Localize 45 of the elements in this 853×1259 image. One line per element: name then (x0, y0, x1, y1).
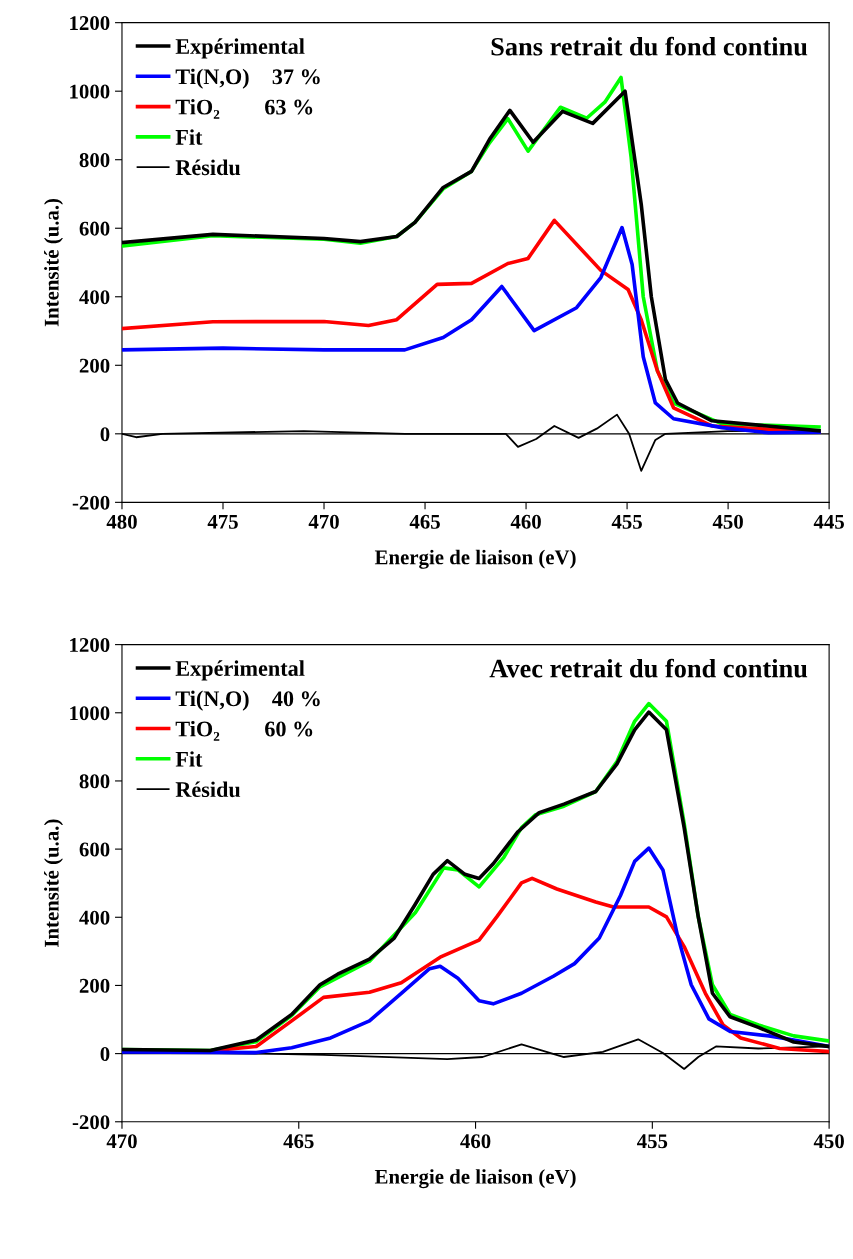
legend-label: TiO₂ 60 % (175, 720, 313, 741)
x-tick-label: 460 (510, 514, 541, 529)
legend-label: Ti(N,O) 37 % (175, 68, 320, 89)
chart-title: Sans retrait du fond continu (491, 36, 808, 56)
y-tick-label: 1000 (70, 706, 110, 721)
y-tick-label: 800 (79, 774, 110, 789)
legend-label: Ti(N,O) 40 % (175, 690, 320, 711)
y-tick-label: -200 (72, 1115, 110, 1130)
y-tick-label: 200 (79, 978, 110, 993)
legend-label: Fit (175, 751, 203, 767)
x-tick-label: 465 (283, 1134, 314, 1149)
x-tick-label: 445 (813, 514, 844, 529)
x-axis-title: Energie de liaison (eV) (374, 549, 576, 569)
x-tick-label: 460 (460, 1134, 491, 1149)
legend-label: Expérimental (175, 660, 305, 681)
x-tick-label: 450 (712, 514, 743, 529)
x-tick-label: 450 (813, 1134, 844, 1149)
legend-label: Fit (175, 129, 203, 145)
y-tick-label: 600 (79, 221, 110, 236)
y-tick-label: 600 (79, 842, 110, 857)
x-tick-label: 480 (106, 514, 137, 529)
y-tick-label: 800 (79, 153, 110, 168)
x-tick-label: 455 (636, 1134, 668, 1149)
legend-label: Expérimental (175, 38, 305, 59)
x-tick-label: 465 (409, 514, 440, 529)
y-tick-label: 200 (79, 358, 110, 373)
y-tick-label: -200 (72, 495, 110, 510)
y-tick-label: 0 (100, 427, 110, 442)
y-tick-label: 1200 (70, 637, 110, 653)
x-tick-label: 470 (308, 514, 339, 529)
x-tick-label: 455 (611, 514, 642, 529)
y-tick-label: 400 (79, 910, 110, 925)
x-axis-title: Energie de liaison (eV) (374, 1169, 576, 1189)
legend-label: Résidu (175, 781, 241, 798)
legend-label: Résidu (175, 159, 241, 176)
y-tick-label: 400 (79, 290, 110, 305)
x-tick-label: 470 (106, 1134, 137, 1149)
y-axis-title: Intensité (u.a.) (44, 198, 63, 327)
y-tick-label: 1000 (70, 84, 110, 99)
legend-label: TiO₂ 63 % (175, 98, 313, 119)
chart-title: Avec retrait du fond continu (489, 658, 808, 678)
x-tick-label: 475 (207, 514, 238, 529)
y-tick-label: 1200 (70, 16, 110, 31)
y-axis-title: Intensité (u.a.) (44, 819, 63, 948)
y-tick-label: 0 (100, 1046, 110, 1062)
